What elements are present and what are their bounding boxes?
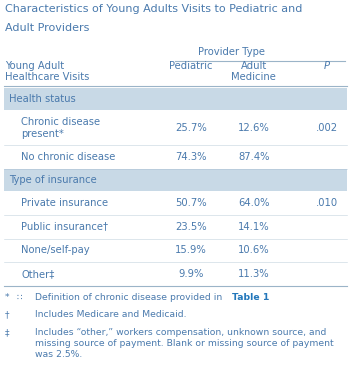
Text: Young Adult: Young Adult xyxy=(5,61,64,70)
Text: Health status: Health status xyxy=(9,94,76,104)
Text: Chronic disease
present*: Chronic disease present* xyxy=(21,117,100,138)
Text: *: * xyxy=(5,293,9,302)
Bar xyxy=(4,169,346,191)
Text: No chronic disease: No chronic disease xyxy=(21,152,116,162)
Text: Includes Medicare and Medicaid.: Includes Medicare and Medicaid. xyxy=(35,310,187,320)
Text: Pediatric: Pediatric xyxy=(169,61,212,70)
Text: Adult: Adult xyxy=(241,61,267,70)
Text: Private insurance: Private insurance xyxy=(21,198,108,208)
Text: Includes “other,” workers compensation, unknown source, and
missing source of pa: Includes “other,” workers compensation, … xyxy=(35,328,334,359)
Text: Public insurance†: Public insurance† xyxy=(21,222,108,232)
Text: Characteristics of Young Adults Visits to Pediatric and: Characteristics of Young Adults Visits t… xyxy=(5,4,303,14)
Text: 50.7%: 50.7% xyxy=(175,198,206,208)
Text: Medicine: Medicine xyxy=(231,72,276,82)
Text: Type of insurance: Type of insurance xyxy=(9,175,97,185)
Text: †: † xyxy=(5,310,9,320)
Text: Definition of chronic disease provided in: Definition of chronic disease provided i… xyxy=(35,293,225,302)
Text: 12.6%: 12.6% xyxy=(238,123,270,132)
Text: 87.4%: 87.4% xyxy=(238,152,270,162)
Text: .002: .002 xyxy=(316,123,338,132)
Text: Other‡: Other‡ xyxy=(21,269,54,279)
Text: 11.3%: 11.3% xyxy=(238,269,270,279)
Text: .010: .010 xyxy=(316,198,338,208)
Text: 14.1%: 14.1% xyxy=(238,222,270,232)
Text: 9.9%: 9.9% xyxy=(178,269,203,279)
Text: .: . xyxy=(265,293,268,302)
Text: Adult Providers: Adult Providers xyxy=(5,23,90,33)
Text: Provider Type: Provider Type xyxy=(197,47,265,57)
Text: 25.7%: 25.7% xyxy=(175,123,206,132)
Text: None/self-pay: None/self-pay xyxy=(21,246,90,255)
Text: 10.6%: 10.6% xyxy=(238,246,270,255)
Text: Table 1: Table 1 xyxy=(232,293,270,302)
Bar xyxy=(4,88,346,110)
Text: 74.3%: 74.3% xyxy=(175,152,206,162)
Text: ‡: ‡ xyxy=(5,328,9,337)
Text: ∷: ∷ xyxy=(16,293,22,302)
Text: 64.0%: 64.0% xyxy=(238,198,270,208)
Text: $P$: $P$ xyxy=(323,59,331,71)
Text: 15.9%: 15.9% xyxy=(175,246,206,255)
Text: 23.5%: 23.5% xyxy=(175,222,206,232)
Text: Healthcare Visits: Healthcare Visits xyxy=(5,72,90,82)
